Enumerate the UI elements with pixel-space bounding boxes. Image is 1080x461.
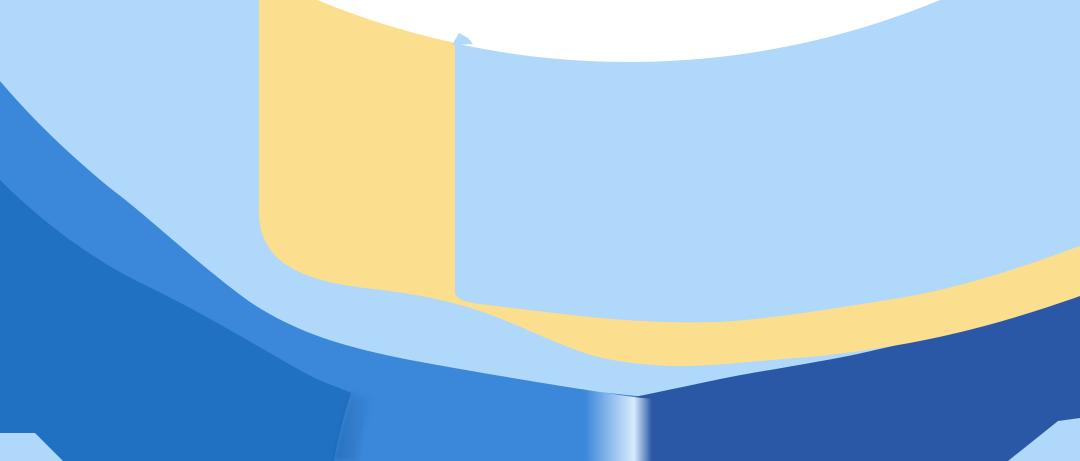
swoosh-edge-shadow [334,393,372,461]
corner-wedge-right [1008,418,1080,461]
navy-field [634,295,1080,461]
glow-fade-strip [634,397,652,461]
arc-nub [452,33,473,45]
corner-wedge-left [0,433,63,461]
dark-blue-swoosh [0,180,351,461]
glow-highlight-band [585,389,634,461]
yellow-swoosh [259,0,1080,367]
